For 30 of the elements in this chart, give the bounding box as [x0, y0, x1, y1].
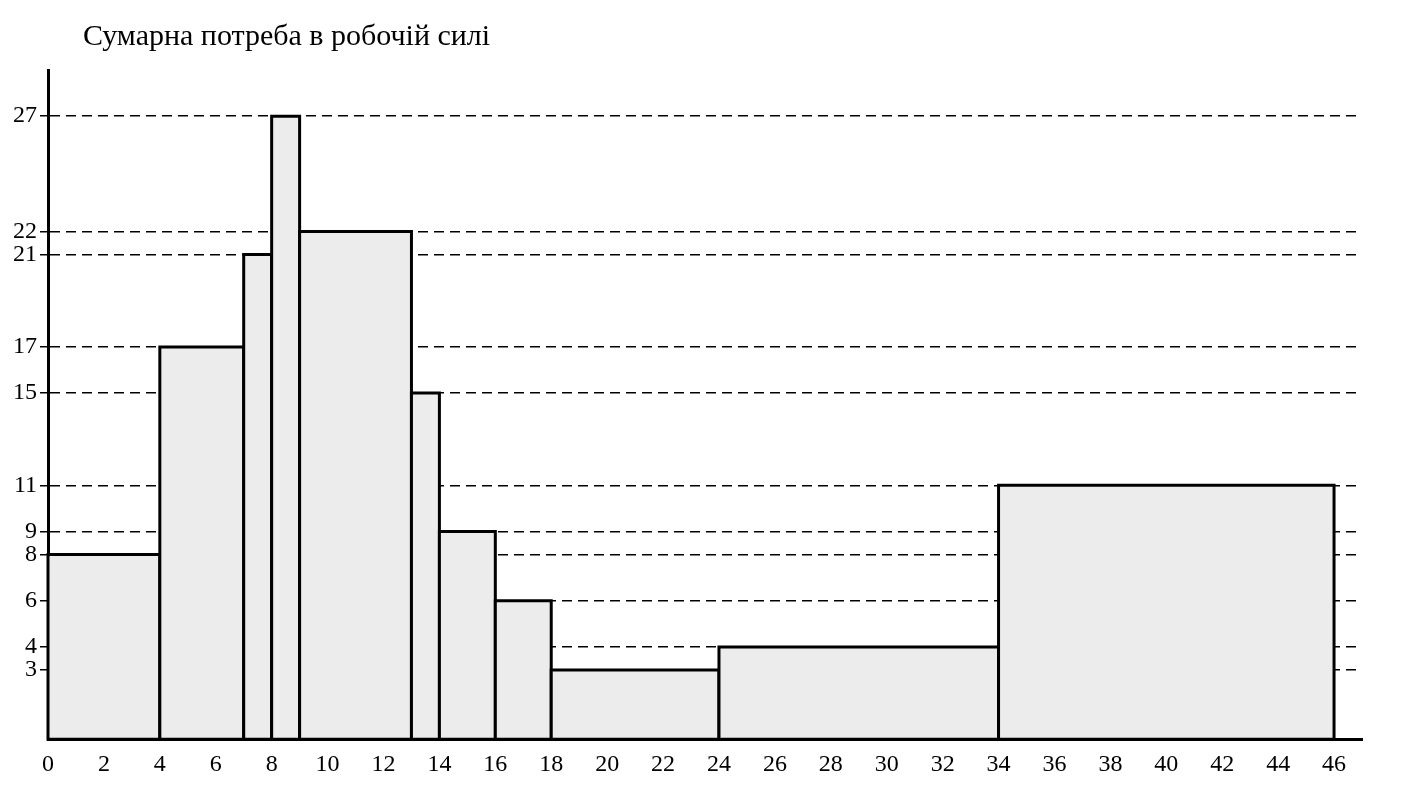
x-tick-label: 4 — [153, 749, 166, 776]
x-tick-label: 20 — [595, 749, 620, 776]
x-tick-label: 36 — [1042, 749, 1067, 776]
x-tick-label: 30 — [874, 749, 899, 776]
x-tick-label: 24 — [706, 749, 731, 776]
x-tick-label: 14 — [427, 749, 452, 776]
x-tick-label: 28 — [818, 749, 843, 776]
x-tick-label: 16 — [483, 749, 508, 776]
x-tick-label: 44 — [1266, 749, 1291, 776]
y-tick-label: 27 — [13, 101, 37, 128]
x-tick-label: 2 — [97, 749, 110, 776]
x-tick-label: 26 — [762, 749, 787, 776]
x-tick-label: 42 — [1210, 749, 1235, 776]
x-tick-label: 10 — [315, 749, 340, 776]
y-tick-label: 6 — [25, 586, 37, 613]
x-tick-label: 22 — [651, 749, 676, 776]
y-tick-label: 17 — [13, 332, 37, 359]
x-tick-label: 38 — [1098, 749, 1123, 776]
y-axis-title: Сумарна потреба в робочій силі — [83, 17, 491, 51]
x-tick-label: 6 — [209, 749, 222, 776]
x-tick-label: 46 — [1322, 749, 1347, 776]
x-tick-label: 34 — [986, 749, 1011, 776]
x-tick-label: 8 — [265, 749, 278, 776]
y-tick-label: 15 — [13, 378, 37, 405]
x-tick-label: 40 — [1154, 749, 1179, 776]
x-tick-label: 0 — [42, 749, 54, 776]
x-tick-label: 32 — [930, 749, 955, 776]
y-tick-label: 11 — [13, 470, 37, 497]
x-tick-label: 18 — [539, 749, 564, 776]
x-tick-label: 12 — [371, 749, 396, 776]
